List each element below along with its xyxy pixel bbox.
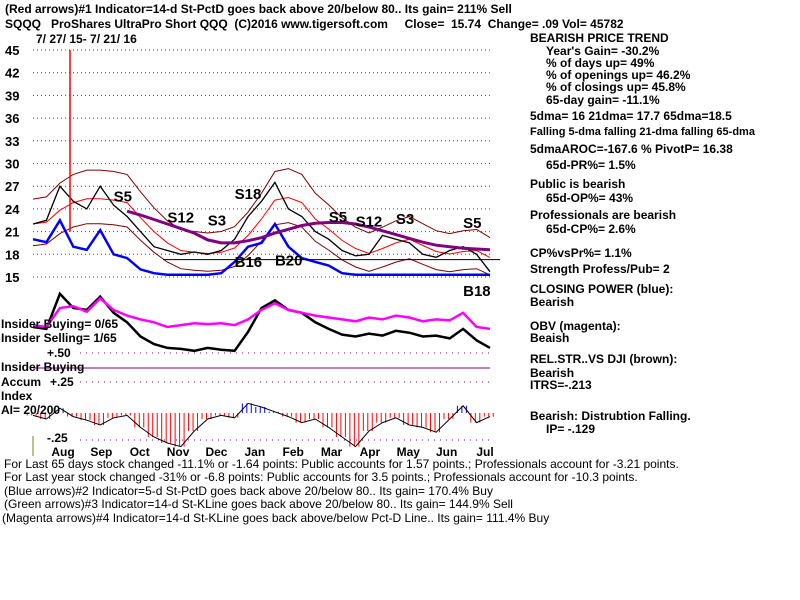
footer-year-change: For Last year stock changed -31% or -6.8…: [4, 470, 638, 484]
ticker-header: SQQQ ProShares UltraPro Short QQQ (C)201…: [5, 17, 624, 31]
x-tick-label: Sep: [90, 445, 112, 459]
index-label: Index: [1, 389, 33, 403]
closing-power-label: CLOSING POWER (blue):: [530, 282, 674, 296]
y-tick-label: 36: [5, 111, 19, 126]
pr-65d: 65d-PR%= 1.5%: [546, 158, 636, 172]
cp-65d: 65d-CP%= 2.6%: [546, 222, 636, 236]
gain-65d: 65-day gain= -11.1%: [546, 93, 660, 107]
openings-up: % of openings up= 46.2%: [546, 68, 691, 82]
signal-label: S18: [235, 186, 262, 203]
y-tick-label: 15: [5, 270, 19, 285]
ip-value: IP= -.129: [546, 422, 596, 436]
itrs: ITRS=-.213: [530, 378, 592, 392]
x-tick-label: Nov: [167, 445, 190, 459]
footer-blue-arrows: (Blue arrows)#2 Indicator=5-d St-PctD go…: [4, 484, 493, 498]
y-tick-label: 39: [5, 88, 19, 103]
signal-label: S5: [463, 215, 481, 232]
obv-magenta-line: [32, 296, 491, 331]
x-tick-label: Mar: [321, 445, 343, 459]
price-gridlines: [33, 49, 490, 278]
x-tick-label: Apr: [360, 445, 381, 459]
signal-labels: S5 S12 S3 S18 B20 B16 S5 S12 S3 S5 B18: [114, 186, 491, 300]
x-tick-label: Dec: [205, 445, 227, 459]
x-tick-label: Aug: [51, 445, 74, 459]
falling-mas: Falling 5-dma falling 21-dma falling 65-…: [530, 126, 755, 138]
x-tick-label: Oct: [130, 445, 150, 459]
days-up: % of days up= 49%: [546, 56, 655, 70]
public-status: Public is bearish: [530, 177, 626, 191]
y-axis-ticks: 45 42 39 36 33 30 27 24 21 18 15: [5, 43, 20, 285]
y-tick-label: 24: [5, 202, 20, 217]
x-tick-label: Jul: [476, 445, 493, 459]
signal-label: S5: [329, 209, 347, 226]
signal-label: S12: [356, 213, 383, 230]
y-tick-label: 30: [5, 157, 19, 172]
signal-label: B18: [463, 283, 491, 300]
ai-value: AI= 20/200: [1, 403, 61, 417]
accum-index-line: [32, 402, 491, 448]
date-range: 7/ 27/ 15- 7/ 21/ 16: [36, 32, 137, 46]
y-tick-label: 21: [5, 225, 19, 240]
strength: Strength Profess/Pub= 2: [530, 262, 670, 276]
insider-buying-count: Insider Buying= 0/65: [1, 317, 119, 331]
signal-label: S5: [114, 188, 132, 205]
signal-label: S3: [208, 213, 226, 230]
signal-label: B20: [275, 253, 303, 270]
y-tick-label: 18: [5, 247, 19, 262]
obv-value: Beaish: [530, 331, 570, 345]
upper-band-line: [32, 168, 491, 239]
y-tick-label: 33: [5, 134, 19, 149]
aroc-pivot: 5dmaAROC=-167.6 % PivotP= 16.38: [530, 142, 733, 156]
x-axis-month-labels: Aug Sep Oct Nov Dec Jan Feb Mar Apr May Jun Jul: [51, 445, 493, 459]
footer-magenta-arrows: (Magenta arrows)#4 Indicator=14-d St-KLi…: [2, 511, 550, 525]
insider-selling-count: Insider Selling= 1/65: [1, 331, 117, 345]
accum-label: Accum: [1, 375, 42, 389]
x-tick-label: Jan: [244, 445, 265, 459]
plus25-label: +.25: [50, 375, 74, 389]
signal-label: S3: [396, 211, 414, 228]
footer-green-arrows: (Green arrows)#3 Indicator=14-d St-KLine…: [4, 497, 513, 511]
x-tick-label: Feb: [283, 445, 304, 459]
series-lines: [26, 50, 500, 448]
x-tick-label: May: [397, 445, 421, 459]
ma21-line: [32, 196, 491, 259]
plus50-label: +.50: [47, 346, 71, 360]
closings-up: % of closings up= 45.8%: [546, 80, 686, 94]
professionals-status: Professionals are bearish: [530, 208, 677, 222]
signal-label: B16: [235, 254, 263, 271]
distribution-status: Bearish: Distrubtion Falling.: [530, 409, 691, 423]
relstr-label: REL.STR..VS DJI (brown):: [530, 352, 678, 366]
x-tick-label: Jun: [436, 445, 457, 459]
ma65-line: [126, 209, 491, 252]
years-gain: Year's Gain= -30.2%: [546, 44, 660, 58]
insider-buying-label: Insider Buying: [1, 360, 85, 374]
minus25-label: -.25: [47, 431, 68, 445]
obv-label: OBV (magenta):: [530, 319, 621, 333]
price-line: [32, 181, 491, 273]
relstr-value: Bearish: [530, 366, 575, 380]
op-65d: 65d-OP%= 43%: [546, 191, 634, 205]
indicator-1-description: (Red arrows)#1 Indicator=14-d St-PctD go…: [5, 2, 512, 16]
signal-label: S12: [167, 210, 194, 227]
y-tick-label: 42: [5, 66, 19, 81]
trend-title: BEARISH PRICE TREND: [530, 31, 669, 45]
cp-vs-pr: CP%vsPr%= 1.1%: [530, 246, 632, 260]
closing-power-line: [32, 217, 490, 276]
moving-averages: 5dma= 16 21dma= 17.7 65dma=18.5: [530, 109, 732, 123]
footer-65day-change: For Last 65 days stock changed -11.1% or…: [4, 457, 679, 471]
y-tick-label: 45: [5, 43, 19, 58]
y-tick-label: 27: [5, 179, 19, 194]
closing-power-value: Bearish: [530, 295, 575, 309]
